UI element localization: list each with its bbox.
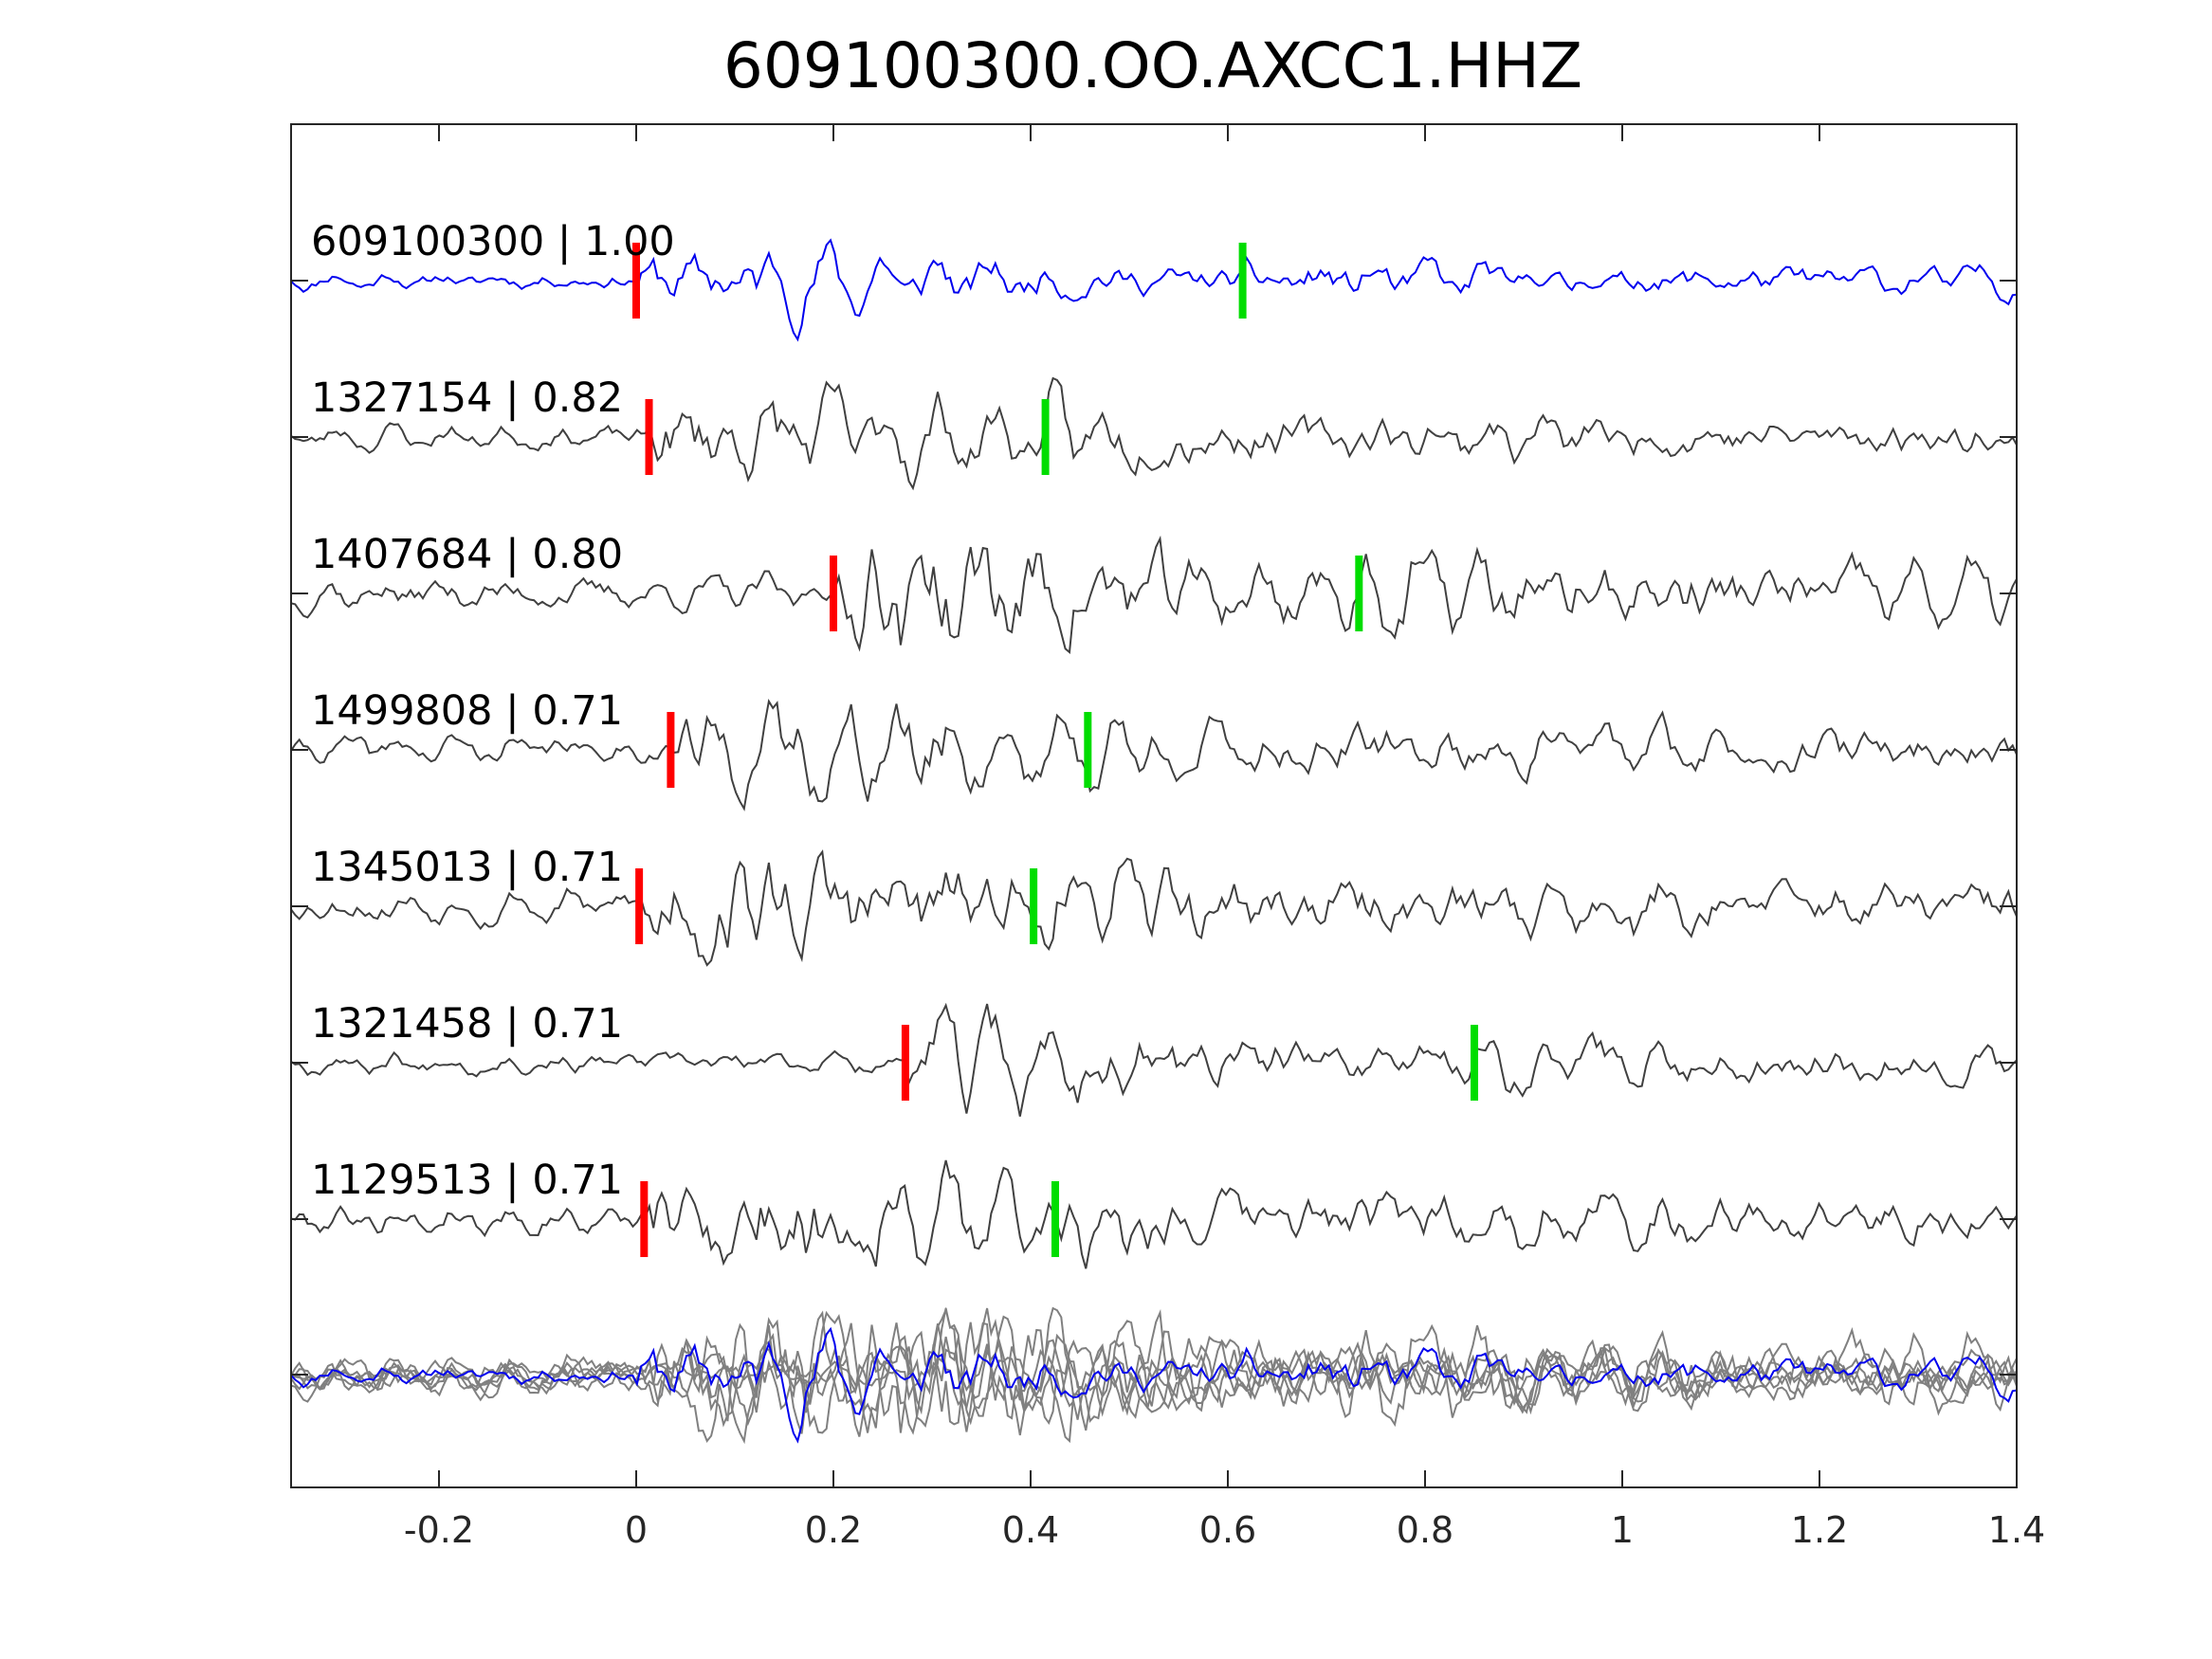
- waveform-1129513: [290, 1159, 2018, 1269]
- stack-waveform-1321458: [290, 1306, 2018, 1436]
- trace-label-1321458: 1321458 | 0.71: [311, 1000, 623, 1048]
- stack-waveform-609100300: [290, 1326, 2018, 1444]
- waveform-609100300: [290, 238, 2018, 342]
- waveform-1327154: [290, 376, 2018, 491]
- stack-overlay: [290, 1306, 2018, 1445]
- waveform-1407684: [290, 535, 2018, 654]
- trace-label-609100300: 609100300 | 1.00: [311, 218, 675, 265]
- x-tick-label: 0: [625, 1509, 648, 1551]
- trace-labels: 609100300 | 1.00 1327154 | 0.82 1407684 | …: [311, 218, 675, 1204]
- trace-label-1407684: 1407684 | 0.80: [311, 531, 623, 578]
- stack-waveform-1499808: [290, 1317, 2018, 1445]
- x-tick-label: 0.6: [1199, 1509, 1256, 1551]
- chart-title: 609100300.OO.AXCC1.HHZ: [723, 29, 1582, 102]
- waveform-1499808: [290, 699, 2018, 811]
- x-axis-ticks: -0.2 0 0.2 0.4 0.6 0.8 1 1.2 1.4: [291, 124, 2045, 1551]
- x-tick-label: 0.2: [805, 1509, 862, 1551]
- x-tick-label: 1.2: [1791, 1509, 1848, 1551]
- x-tick-label: 0.8: [1397, 1509, 1453, 1551]
- trace-label-1345013: 1345013 | 0.71: [311, 844, 623, 891]
- waveform-1345013: [290, 849, 2018, 967]
- plot-axes-box: [290, 123, 2018, 1488]
- trace-label-1327154: 1327154 | 0.82: [311, 374, 623, 422]
- stack-waveform-1129513: [290, 1307, 2018, 1431]
- x-tick-label: 1: [1611, 1509, 1634, 1551]
- x-tick-label: 1.4: [1988, 1509, 2045, 1551]
- phase-picks: [632, 243, 1478, 1257]
- x-tick-label: 0.4: [1002, 1509, 1059, 1551]
- x-tick-label: -0.2: [404, 1509, 474, 1551]
- trace-label-1499808: 1499808 | 0.71: [311, 687, 623, 735]
- waveform-1321458: [290, 1002, 2018, 1117]
- traces-layer: [290, 238, 2018, 1269]
- trace-label-1129513: 1129513 | 0.71: [311, 1157, 623, 1204]
